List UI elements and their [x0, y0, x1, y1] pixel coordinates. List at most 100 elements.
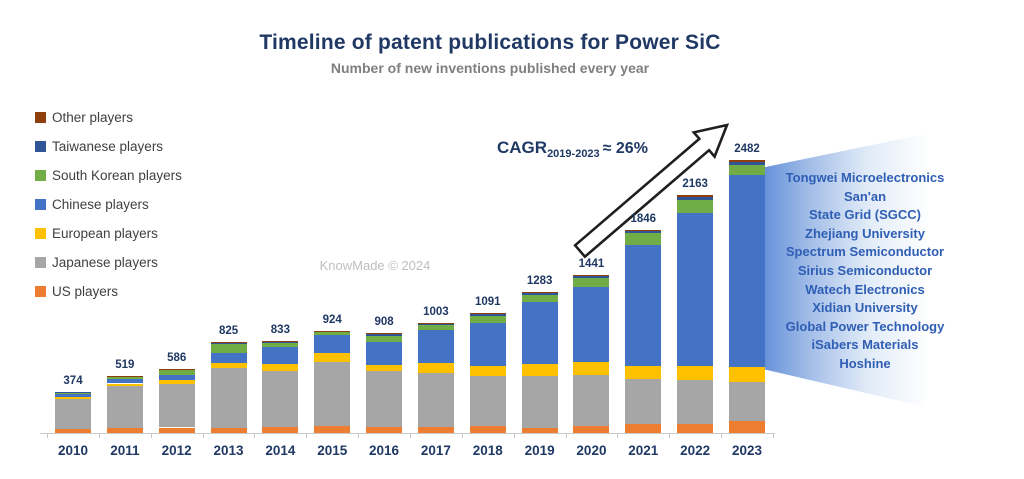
bar-segment	[573, 362, 610, 375]
bar-segment	[469, 425, 506, 433]
bar-segment	[417, 323, 454, 326]
x-axis-tick	[409, 434, 411, 438]
bar-value-label: 1441	[578, 257, 605, 270]
bar-segment	[314, 332, 351, 336]
bar-segment	[417, 427, 454, 433]
bar-segment	[469, 316, 506, 324]
bar-segment	[366, 371, 403, 427]
bar-segment	[106, 376, 143, 378]
bar-segment	[625, 230, 662, 234]
bar-segment	[210, 428, 247, 433]
bar-segment	[573, 275, 610, 279]
bar-segment	[314, 335, 351, 354]
bar-segment	[677, 196, 714, 200]
cagr-value: ≈ 26%	[602, 140, 648, 157]
bar-segment	[210, 342, 247, 344]
bar-value-label: 1283	[526, 274, 553, 287]
bar-segment	[573, 278, 610, 288]
bar-segment	[210, 362, 247, 369]
bar-segment	[55, 391, 91, 393]
bar-segment	[366, 335, 403, 342]
bar-value-label: 1003	[423, 305, 449, 318]
bar-segment	[677, 424, 714, 433]
legend-label: Taiwanese players	[52, 139, 164, 154]
legend-swatch-icon	[35, 112, 46, 123]
bar-segment	[262, 341, 299, 343]
bar-segment	[625, 379, 662, 424]
chart-subtitle: Number of new inventions published every…	[330, 60, 650, 76]
bar-segment	[262, 364, 299, 371]
bar-segment	[158, 427, 195, 433]
bar-segment	[417, 330, 454, 364]
legend-label: European players	[52, 226, 158, 241]
bar-segment	[469, 313, 506, 317]
legend-item: Japanese players	[35, 248, 182, 277]
bar-segment	[158, 369, 195, 376]
x-axis-tick	[358, 434, 360, 438]
x-axis-label: 2023	[731, 443, 762, 458]
x-axis-tick	[669, 434, 671, 438]
bar-segment	[55, 392, 91, 394]
bar-segment	[106, 377, 143, 380]
company-name: iSabers Materials	[811, 337, 919, 353]
bar-segment	[55, 398, 91, 429]
bar-segment	[55, 396, 91, 399]
bar-value-label: 1846	[630, 212, 657, 225]
x-axis-tick	[772, 434, 774, 438]
bar-segment	[417, 373, 454, 428]
bar-segment	[469, 366, 506, 377]
bar-segment	[366, 365, 403, 372]
bar-segment	[469, 376, 506, 426]
legend-item: Chinese players	[35, 190, 182, 219]
x-axis-label: 2018	[472, 443, 503, 458]
bar-segment	[314, 425, 351, 433]
bar-value-label: 833	[270, 324, 290, 337]
bar-value-label: 374	[63, 374, 83, 387]
legend-label: Other players	[52, 110, 134, 125]
x-axis-tick	[202, 434, 204, 438]
bar-segment	[210, 343, 247, 354]
bar-segment	[728, 160, 765, 162]
chart-title: Timeline of patent publications for Powe…	[259, 31, 721, 54]
bar-segment	[728, 175, 765, 367]
cagr-label: CAGR	[497, 138, 548, 157]
bar-value-label: 825	[218, 325, 239, 338]
bar-value-label: 1091	[474, 295, 501, 308]
bar-segment	[521, 364, 558, 376]
bar-segment	[262, 370, 299, 427]
callout-funnel-shape	[765, 133, 930, 408]
legend-swatch-icon	[35, 228, 46, 239]
bar-segment	[106, 383, 143, 387]
bar-segment	[55, 393, 91, 397]
legend-label: US players	[52, 284, 119, 299]
bar-segment	[106, 428, 143, 433]
bar-segment	[262, 426, 299, 433]
bar-segment	[210, 353, 247, 363]
bar-segment	[262, 342, 299, 347]
legend-item: South Korean players	[35, 161, 182, 190]
x-axis-tick	[721, 434, 723, 438]
bar-segment	[417, 363, 454, 374]
x-axis-label: 2020	[576, 443, 607, 458]
company-name: Sirius Semiconductor	[797, 262, 933, 278]
legend-item: US players	[35, 277, 182, 306]
bar-segment	[625, 233, 662, 245]
bar-segment	[521, 375, 558, 428]
legend-label: Japanese players	[52, 255, 158, 270]
bar-segment	[728, 161, 765, 165]
bar-segment	[158, 380, 195, 384]
bar-segment	[366, 426, 403, 433]
legend-item: Other players	[35, 103, 182, 132]
company-name: Hoshine	[839, 355, 891, 371]
company-name: Watech Electronics	[805, 281, 925, 297]
bar-segment	[521, 295, 558, 303]
legend-swatch-icon	[35, 199, 46, 210]
bar-segment	[210, 368, 247, 429]
x-axis-tick	[306, 434, 308, 438]
bar-segment	[469, 312, 506, 314]
bar-segment	[728, 367, 765, 382]
x-axis-label: 2012	[161, 443, 192, 458]
x-axis-tick	[254, 434, 256, 438]
watermark: KnowMade © 2024	[319, 258, 431, 273]
